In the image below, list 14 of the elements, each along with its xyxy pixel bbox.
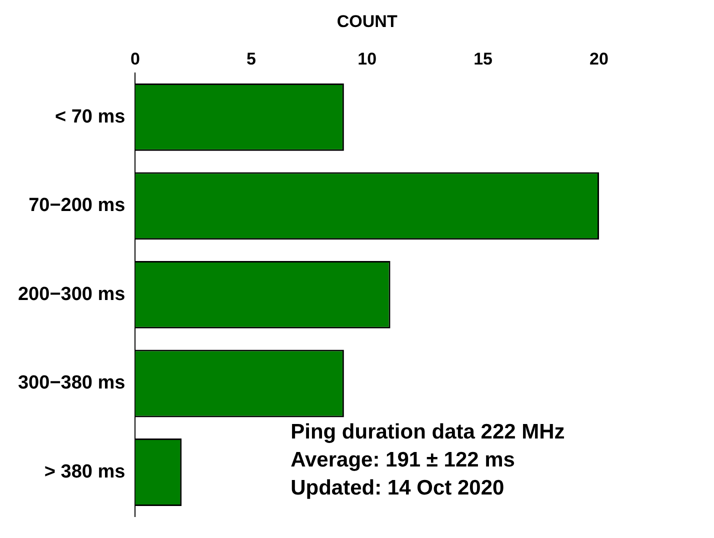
y-tick-label: 200−300 ms xyxy=(18,284,126,305)
x-tick-label: 0 xyxy=(130,49,140,68)
annotation: Ping duration data 222 MHz xyxy=(290,420,565,444)
annotation: Average: 191 ± 122 ms xyxy=(290,448,515,472)
y-tick-label: 300−380 ms xyxy=(18,372,126,394)
x-tick-label: 20 xyxy=(590,49,608,68)
x-axis-title: COUNT xyxy=(336,12,398,31)
x-tick-label: 5 xyxy=(246,49,256,68)
annotation: Updated: 14 Oct 2020 xyxy=(290,476,504,500)
x-tick-label: 15 xyxy=(474,49,493,68)
y-tick-label: 70−200 ms xyxy=(28,195,126,216)
y-tick-label: < 70 ms xyxy=(54,106,126,128)
x-tick-label: 10 xyxy=(358,49,377,68)
y-tick-label: > 380 ms xyxy=(44,461,126,482)
